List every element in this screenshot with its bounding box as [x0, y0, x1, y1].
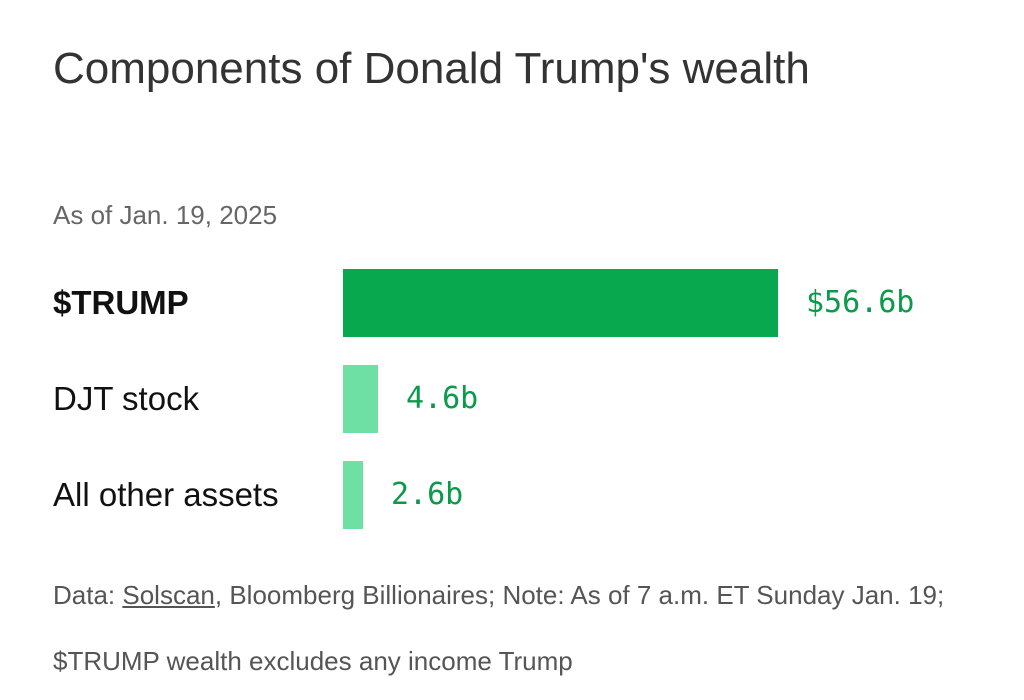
value-label-all-other-assets: 2.6b	[391, 477, 464, 512]
chart-title: Components of Donald Trump's wealth	[53, 44, 810, 93]
value-label-djt-stock: 4.6b	[406, 381, 479, 416]
bar-djt-stock	[343, 365, 378, 433]
bar-trump	[343, 269, 778, 337]
source-note: Data: Solscan, Bloomberg Billionaires; N…	[53, 562, 953, 694]
note-text: , Bloomberg Billionaires; Note: As of 7 …	[53, 580, 945, 676]
chart-subtitle: As of Jan. 19, 2025	[53, 200, 278, 230]
category-label-djt-stock: DJT stock	[53, 380, 200, 417]
category-label-all-other-assets: All other assets	[53, 476, 279, 513]
note-prefix: Data:	[53, 580, 123, 610]
source-link-solscan[interactable]: Solscan	[122, 580, 215, 610]
value-label-trump: $56.6b	[806, 285, 915, 320]
bar-all-other-assets	[343, 461, 363, 529]
category-label-trump: $TRUMP	[53, 284, 189, 321]
